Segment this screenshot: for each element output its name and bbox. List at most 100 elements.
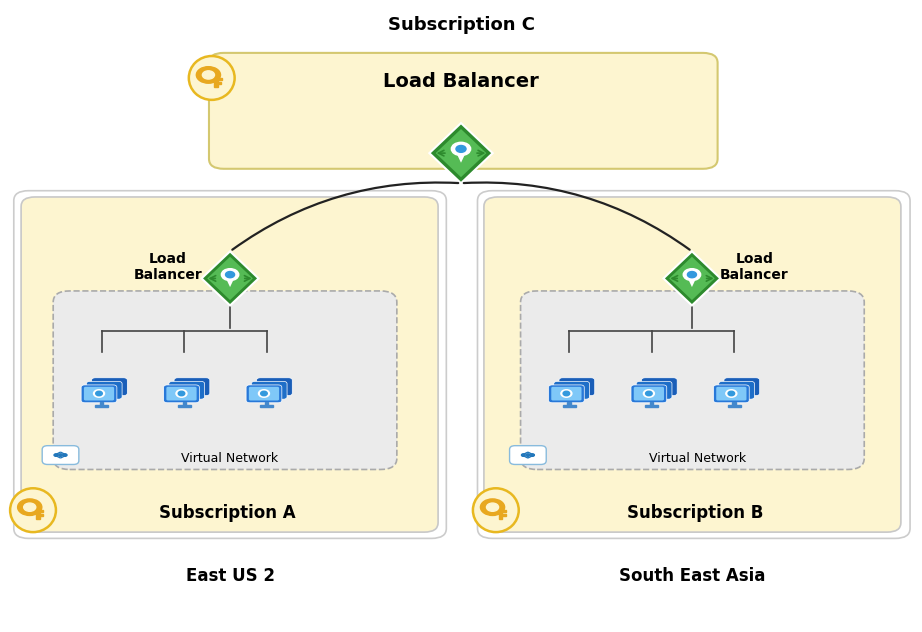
FancyBboxPatch shape (631, 385, 667, 403)
Bar (40, 511, 43, 513)
FancyBboxPatch shape (249, 387, 279, 401)
FancyBboxPatch shape (42, 446, 79, 465)
FancyBboxPatch shape (87, 381, 122, 399)
FancyBboxPatch shape (174, 378, 210, 396)
Text: East US 2: East US 2 (185, 567, 275, 585)
FancyBboxPatch shape (84, 387, 114, 401)
Circle shape (563, 391, 570, 396)
FancyBboxPatch shape (554, 381, 589, 399)
Circle shape (221, 269, 239, 281)
Circle shape (54, 454, 58, 456)
FancyBboxPatch shape (521, 291, 864, 470)
Circle shape (456, 145, 466, 152)
FancyBboxPatch shape (163, 385, 199, 403)
Circle shape (526, 454, 530, 456)
Polygon shape (436, 129, 486, 177)
Circle shape (93, 390, 104, 398)
FancyBboxPatch shape (484, 197, 901, 532)
Text: Subscription A: Subscription A (159, 504, 296, 522)
Text: Subscription B: Subscription B (627, 504, 762, 522)
Bar (567, 403, 571, 406)
Bar (260, 405, 273, 406)
FancyBboxPatch shape (246, 385, 282, 403)
Bar (650, 403, 654, 406)
FancyBboxPatch shape (559, 378, 595, 396)
Text: Virtual Network: Virtual Network (182, 453, 278, 465)
Circle shape (480, 499, 504, 516)
Circle shape (688, 272, 696, 277)
Bar (215, 75, 219, 87)
FancyBboxPatch shape (642, 378, 677, 396)
Circle shape (226, 272, 234, 277)
Text: Subscription C: Subscription C (387, 16, 535, 33)
Bar (40, 514, 42, 516)
Ellipse shape (189, 56, 234, 100)
FancyBboxPatch shape (209, 53, 717, 169)
FancyBboxPatch shape (724, 378, 760, 396)
Bar (502, 514, 505, 516)
FancyBboxPatch shape (716, 387, 747, 401)
Text: South East Asia: South East Asia (619, 567, 765, 585)
Bar (178, 405, 191, 406)
FancyBboxPatch shape (719, 381, 754, 399)
FancyBboxPatch shape (53, 291, 396, 470)
Circle shape (487, 503, 499, 511)
Ellipse shape (473, 489, 519, 532)
Circle shape (644, 390, 655, 398)
FancyBboxPatch shape (510, 446, 546, 465)
FancyBboxPatch shape (169, 381, 205, 399)
FancyBboxPatch shape (549, 385, 585, 403)
Circle shape (452, 142, 470, 155)
FancyBboxPatch shape (81, 385, 117, 403)
FancyBboxPatch shape (636, 381, 672, 399)
Polygon shape (207, 257, 253, 300)
Bar (36, 507, 40, 519)
Circle shape (178, 391, 184, 396)
Circle shape (531, 454, 535, 456)
Bar (219, 78, 222, 80)
Circle shape (203, 71, 215, 79)
Bar (95, 405, 109, 406)
Circle shape (258, 390, 269, 398)
FancyBboxPatch shape (166, 387, 196, 401)
Polygon shape (225, 277, 235, 287)
FancyBboxPatch shape (633, 387, 664, 401)
Bar (219, 82, 221, 84)
Bar (732, 403, 736, 406)
Circle shape (683, 269, 701, 281)
Bar (562, 405, 575, 406)
Text: Virtual Network: Virtual Network (649, 453, 746, 465)
Circle shape (561, 390, 572, 398)
FancyBboxPatch shape (551, 387, 582, 401)
Circle shape (522, 454, 526, 456)
Ellipse shape (10, 489, 56, 532)
Bar (100, 403, 103, 406)
Circle shape (24, 503, 36, 511)
Text: Load Balancer: Load Balancer (384, 71, 538, 90)
Polygon shape (202, 252, 258, 305)
Bar (645, 405, 658, 406)
Text: Load
Balancer: Load Balancer (134, 252, 202, 283)
FancyBboxPatch shape (21, 197, 438, 532)
Circle shape (196, 66, 220, 83)
Polygon shape (430, 123, 492, 183)
Polygon shape (455, 152, 467, 163)
Bar (502, 511, 506, 513)
Bar (727, 405, 740, 406)
Circle shape (645, 391, 652, 396)
Circle shape (64, 454, 67, 456)
Bar (265, 403, 268, 406)
Bar (499, 507, 502, 519)
Polygon shape (664, 252, 720, 305)
Circle shape (96, 391, 102, 396)
Circle shape (18, 499, 41, 516)
FancyBboxPatch shape (91, 378, 127, 396)
FancyBboxPatch shape (714, 385, 750, 403)
Polygon shape (669, 257, 715, 300)
Circle shape (728, 391, 735, 396)
Text: Load
Balancer: Load Balancer (720, 252, 788, 283)
Bar (183, 403, 186, 406)
Circle shape (261, 391, 267, 396)
Circle shape (726, 390, 737, 398)
Circle shape (59, 454, 63, 456)
